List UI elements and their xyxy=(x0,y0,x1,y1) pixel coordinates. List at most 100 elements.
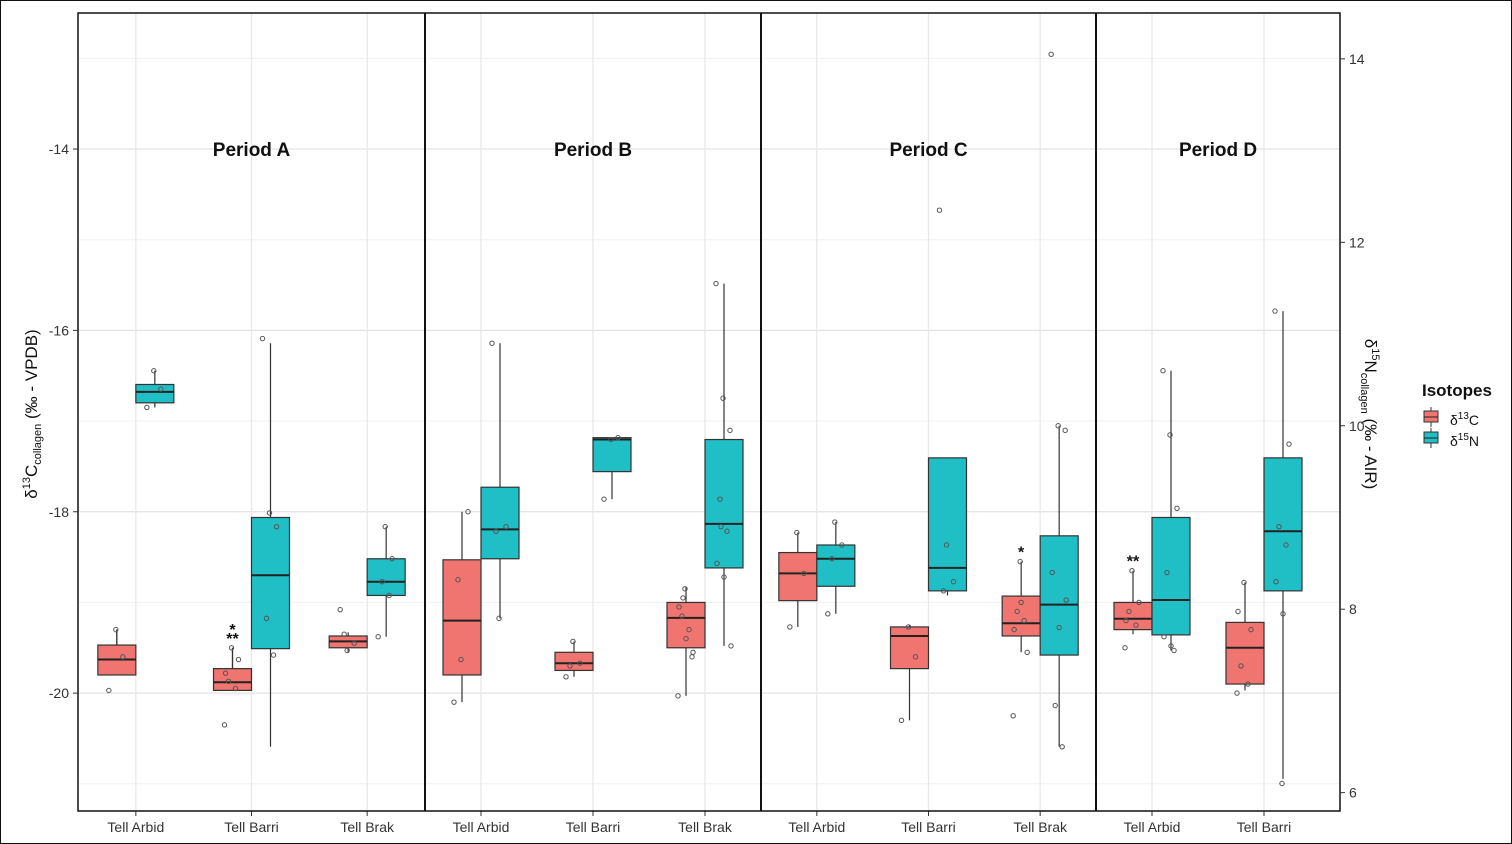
data-point-n15 xyxy=(1174,505,1180,512)
data-point-n15 xyxy=(714,560,720,567)
box-n15 xyxy=(1151,516,1191,636)
data-point-c13 xyxy=(458,656,464,663)
data-point-c13 xyxy=(1018,599,1024,606)
box-n15 xyxy=(1263,457,1303,592)
data-point-c13 xyxy=(801,570,807,577)
data-point-n15 xyxy=(721,574,727,580)
right-axis-label-subscript: collagen xyxy=(1358,373,1370,414)
panel-title: Period A xyxy=(213,140,291,161)
data-point-c13 xyxy=(794,529,800,536)
x-tick-label: Tell Brak xyxy=(1013,819,1068,835)
data-point-c13 xyxy=(1235,608,1241,615)
data-point-n15 xyxy=(615,434,621,441)
data-point-n15 xyxy=(940,588,947,594)
box-n15 xyxy=(592,437,632,473)
data-point-n15 xyxy=(1059,744,1065,750)
y-right-tick-label: 8 xyxy=(1349,601,1357,617)
data-point-n15 xyxy=(1171,647,1177,654)
x-tick-label: Tell Barri xyxy=(901,819,955,835)
box-n15 xyxy=(1039,535,1079,656)
left-axis-label-superscript: 13 xyxy=(21,477,33,489)
data-point-n15 xyxy=(389,556,395,562)
data-point-c13 xyxy=(912,654,919,660)
data-point-c13 xyxy=(1245,681,1251,687)
data-point-n15 xyxy=(1049,569,1055,576)
data-point-c13 xyxy=(451,699,457,705)
data-point-n15 xyxy=(1164,569,1170,576)
significance-marker: ** xyxy=(1127,554,1140,571)
data-point-n15 xyxy=(266,510,273,516)
x-tick-label: Tell Barri xyxy=(1237,819,1291,835)
legend-title: Isotopes xyxy=(1422,381,1492,400)
data-point-n15 xyxy=(259,335,266,342)
left-axis-label-base: C xyxy=(22,465,41,477)
legend-n15-delta: δ xyxy=(1450,433,1458,449)
data-point-c13 xyxy=(1021,617,1027,624)
y-left-tick-label: -18 xyxy=(49,504,69,520)
data-point-n15 xyxy=(728,643,734,649)
box-c13 xyxy=(1113,601,1153,631)
data-point-c13 xyxy=(1010,713,1016,719)
data-point-c13 xyxy=(113,626,119,633)
data-point-c13 xyxy=(1238,663,1244,669)
data-point-c13 xyxy=(351,640,357,646)
left-axis-label: δ13Ccollagen (‰ - VPDB) xyxy=(21,329,44,498)
data-point-n15 xyxy=(713,280,719,287)
y-left-tick-label: -16 xyxy=(49,322,69,338)
data-point-n15 xyxy=(1272,308,1278,314)
data-point-n15 xyxy=(386,592,392,599)
x-tick-label: Tell Arbid xyxy=(1124,819,1181,835)
data-point-c13 xyxy=(1123,617,1129,624)
data-point-n15 xyxy=(943,542,950,548)
data-point-c13 xyxy=(675,693,681,699)
data-point-n15 xyxy=(1273,578,1279,585)
data-point-n15 xyxy=(263,615,270,622)
x-tick-label: Tell Brak xyxy=(678,819,733,835)
data-point-c13 xyxy=(120,654,126,660)
legend-c13-delta: δ xyxy=(1450,412,1458,428)
box-c13 xyxy=(666,601,706,649)
data-point-c13 xyxy=(686,626,692,633)
box-c13 xyxy=(554,651,594,672)
box-c13 xyxy=(442,559,482,676)
data-point-c13 xyxy=(689,654,695,660)
data-point-c13 xyxy=(344,647,350,654)
legend-n15-sup: 15 xyxy=(1458,432,1470,443)
data-point-n15 xyxy=(936,207,943,213)
right-axis-label-units: (‰ - AIR) xyxy=(1361,414,1380,490)
data-point-c13 xyxy=(1136,599,1142,606)
data-point-c13 xyxy=(232,685,239,692)
data-point-n15 xyxy=(1160,368,1166,374)
data-point-c13 xyxy=(563,674,569,680)
data-point-n15 xyxy=(379,578,385,585)
data-point-c13 xyxy=(235,656,242,663)
data-point-c13 xyxy=(1017,558,1023,565)
data-point-n15 xyxy=(503,523,509,530)
data-point-c13 xyxy=(225,678,232,685)
data-point-n15 xyxy=(829,556,835,562)
data-point-c13 xyxy=(682,586,688,592)
data-point-n15 xyxy=(489,340,495,346)
x-tick-label: Tell Arbid xyxy=(788,819,845,835)
data-point-n15 xyxy=(144,404,150,411)
data-point-n15 xyxy=(720,395,726,401)
data-point-c13 xyxy=(567,663,573,669)
box-c13 xyxy=(889,626,930,670)
data-point-c13 xyxy=(221,722,228,728)
data-point-n15 xyxy=(1055,423,1061,429)
data-point-c13 xyxy=(1248,626,1254,633)
data-point-n15 xyxy=(1167,432,1173,438)
data-point-c13 xyxy=(1126,608,1132,615)
box-n15 xyxy=(366,558,406,597)
box-n15 xyxy=(704,438,744,569)
data-point-n15 xyxy=(273,523,280,530)
data-point-c13 xyxy=(570,638,576,645)
box-c13 xyxy=(212,668,253,691)
significance-marker: ** xyxy=(226,631,239,648)
data-point-c13 xyxy=(228,645,235,651)
data-point-n15 xyxy=(1279,780,1285,787)
y-right-tick-label: 14 xyxy=(1349,51,1365,67)
data-point-n15 xyxy=(1276,523,1282,530)
data-point-n15 xyxy=(496,615,502,622)
